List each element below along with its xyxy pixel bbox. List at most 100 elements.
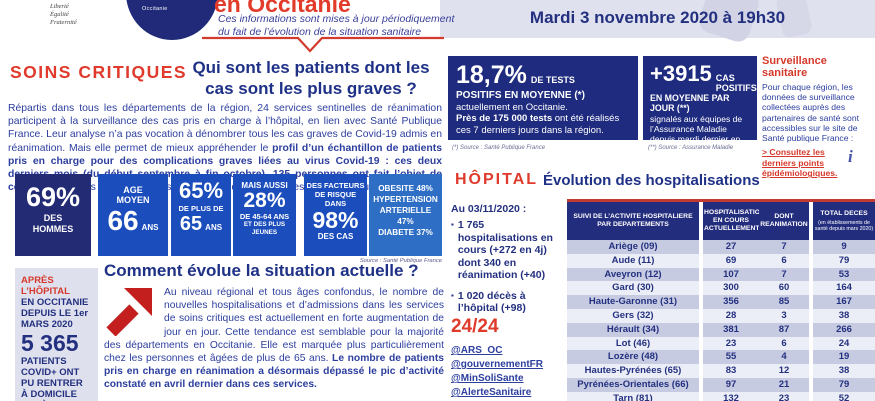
cell-hosp: 300 xyxy=(703,281,759,296)
col-header-deces: TOTAL DECES (en établissements de santé … xyxy=(813,202,875,240)
cell-deces: 38 xyxy=(813,308,875,323)
cell-hosp: 107 xyxy=(703,267,759,282)
cell-dept: Lozère (48) xyxy=(567,350,699,365)
cell-rea: 7 xyxy=(759,240,809,254)
cell-hosp: 69 xyxy=(703,253,759,268)
situation-para1-bold: Le nombre de patients pris en charge en … xyxy=(104,353,444,391)
cell-hosp: 132 xyxy=(703,391,759,401)
table-row: Haute-Garonne (31) 356 85 167 xyxy=(567,295,875,309)
stat-28-sub2: ET DES PLUS JEUNES xyxy=(243,221,286,236)
kpi-cas-positifs: +3915 CAS POSITIFS EN MOYENNE PAR JOUR (… xyxy=(643,56,757,165)
cell-rea: 87 xyxy=(759,322,809,337)
apres-hopital-panel: APRÈS L’HÔPITAL EN OCCITANIE DEPUIS LE 1… xyxy=(15,268,98,401)
apres-hopital-caption: PATIENTS COVID+ ONT PU RENTRER À DOMICIL… xyxy=(21,356,83,401)
cas-line2-bold: 27 403 CAS xyxy=(650,144,734,165)
info-icon: i xyxy=(848,147,853,167)
cell-hosp: 356 xyxy=(703,295,759,309)
cell-deces: 24 xyxy=(813,336,875,351)
speech-bubble-tail xyxy=(202,36,444,53)
stat-age-unit: ANS xyxy=(141,223,159,232)
col-header-hospitalisations: HOSPITALISATIONS EN COURS ACTUELLEMENT xyxy=(703,202,769,240)
cell-deces: 52 xyxy=(813,391,875,401)
cell-rea: 85 xyxy=(759,295,809,309)
republic-logo: Liberté Égalité Fraternité xyxy=(44,0,106,40)
cas-suffix: CAS POSITIFS xyxy=(715,73,757,93)
tests-line3: Près de 175 000 tests xyxy=(456,113,553,124)
social-links: @ARS_OC @gouvernementFR @MinSoliSante @A… xyxy=(451,344,543,400)
cell-dept: Hautes-Pyrénées (65) xyxy=(567,364,699,378)
kpi-tests-positifs: 18,7% DE TESTS POSITIFS EN MOYENNE (*) a… xyxy=(448,56,638,140)
cell-rea: 3 xyxy=(759,308,809,323)
stat-hommes-label2: HOMMES xyxy=(32,223,74,234)
cell-hosp: 27 xyxy=(703,240,759,254)
stat-65-unit: ANS xyxy=(205,223,223,232)
page-subtitle: Ces informations sont mises à jour pério… xyxy=(218,13,454,38)
stat-hommes: 69% DES HOMMES xyxy=(15,174,91,256)
stat-age-value: 66 xyxy=(107,205,139,236)
soins-critiques-question: Qui sont les patients dont les cas sont … xyxy=(192,58,430,98)
trend-up-arrow-icon xyxy=(106,288,152,336)
cell-deces: 53 xyxy=(813,267,875,282)
deces-bullet: 1 020 décès à l’hôpital (+98) xyxy=(451,290,565,315)
ars-logo: Occitanie xyxy=(126,0,218,40)
cell-hosp: 23 xyxy=(703,336,759,351)
cell-dept: Ariège (09) xyxy=(567,240,699,254)
surveillance-body: Pour chaque région, les données de surve… xyxy=(762,82,859,144)
link-gouvernementfr[interactable]: @gouvernementFR xyxy=(451,359,543,370)
hopital-as-of-date: Au 03/11/2020 : xyxy=(451,203,527,215)
table-row: Lozère (48) 55 4 19 xyxy=(567,350,875,365)
cell-dept: Hérault (34) xyxy=(567,322,699,337)
table-header-row: SUIVI DE L’ACTIVITE HOSPITALIERE PAR DEP… xyxy=(567,202,875,240)
bulletin-date: Mardi 3 novembre 2020 à 19h30 xyxy=(529,8,786,27)
tests-line-bold: POSITIFS EN MOYENNE (*) xyxy=(456,90,585,101)
stat-28-value: 28% xyxy=(243,189,286,212)
hospital-activity-table: SUIVI DE L’ACTIVITE HOSPITALIERE PAR DEP… xyxy=(567,199,875,401)
tests-line4: ont été réalisés ces 7 derniers jours da… xyxy=(456,113,620,136)
cell-deces: 167 xyxy=(813,295,875,309)
cell-rea: 21 xyxy=(759,377,809,392)
link-minsolisante[interactable]: @MinSoliSante xyxy=(451,373,524,384)
cas-value: +3915 xyxy=(650,61,712,86)
cas-line2: signalés aux équipes de l’Assurance Mala… xyxy=(650,113,743,155)
link-alertesanitaire[interactable]: @AlerteSanitaire xyxy=(451,387,532,398)
cell-hosp: 28 xyxy=(703,308,759,323)
social-heading: 24/24 xyxy=(451,316,499,337)
cell-rea: 23 xyxy=(759,391,809,401)
cas-line2-end: depuis le 27/10. xyxy=(684,154,748,165)
cell-hosp: 55 xyxy=(703,350,759,365)
cell-deces: 79 xyxy=(813,253,875,268)
table-row: Pyrénées-Orientales (66) 97 21 79 xyxy=(567,377,875,392)
situation-para1: Au niveau régional et tous âges confondu… xyxy=(104,287,444,365)
surveillance-heading: Surveillance sanitaire xyxy=(762,55,827,79)
link-ars-oc[interactable]: @ARS_OC xyxy=(451,345,503,356)
table-row: Aveyron (12) 107 7 53 xyxy=(567,267,875,282)
col-header-departements: SUIVI DE L’ACTIVITE HOSPITALIERE PAR DEP… xyxy=(567,202,699,240)
section-hopital: HÔPITAL xyxy=(455,171,539,188)
points-epidemiologiques-link[interactable]: > Consultez les derniers points épidémio… xyxy=(762,147,838,179)
table-row: Hautes-Pyrénées (65) 83 12 38 xyxy=(567,364,875,378)
cell-dept: Lot (46) xyxy=(567,336,699,351)
cell-dept: Aude (11) xyxy=(567,253,699,268)
stat-facteurs-label2: DE RISQUE DANS xyxy=(314,190,357,208)
stat-comorbidites: OBESITE 48% HYPERTENSION ARTERIELLE 47% … xyxy=(369,174,442,256)
tests-suffix: DE TESTS xyxy=(530,75,575,85)
subtitle-line1: Ces informations sont mises à jour pério… xyxy=(218,13,455,25)
cell-dept: Pyrénées-Orientales (66) xyxy=(567,377,699,392)
date-banner: Mardi 3 novembre 2020 à 19h30 xyxy=(440,0,875,45)
cell-dept: Haute-Garonne (31) xyxy=(567,295,699,309)
apres-hopital-value: 5 365 xyxy=(21,330,79,356)
cell-rea: 60 xyxy=(759,281,809,296)
table-row: Lot (46) 23 6 24 xyxy=(567,336,875,351)
cas-line-bold: EN MOYENNE PAR JOUR (**) xyxy=(650,93,730,114)
table-top-rule xyxy=(567,199,875,202)
situation-body: Au niveau régional et tous âges confondu… xyxy=(104,286,444,401)
tests-line2: actuellement en Occitanie. xyxy=(456,101,568,113)
hopital-heading: Évolution des hospitalisations xyxy=(543,172,760,189)
apres-hopital-context: EN OCCITANIE DEPUIS LE 1er MARS 2020 xyxy=(21,297,89,330)
table-row: Gers (32) 28 3 38 xyxy=(567,308,875,323)
section-soins-critiques: SOINS CRITIQUES xyxy=(10,62,188,82)
intro-regular: Répartis dans tous les départements de l… xyxy=(8,103,442,154)
stats-source: Source : Santé Publique France xyxy=(359,258,442,264)
stat-45-64: MAIS AUSSI 28% DE 45-64 ANS ET DES PLUS … xyxy=(233,174,296,256)
